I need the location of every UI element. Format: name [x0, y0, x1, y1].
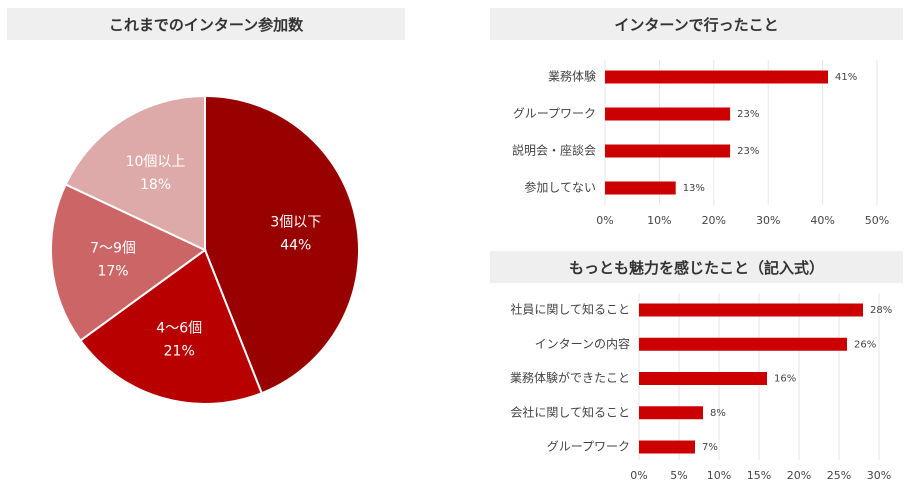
activities-chart-title: インターンで行ったこと [490, 8, 903, 40]
pie-slice [64, 94, 206, 252]
x-tick-label: 10% [647, 214, 671, 227]
bar [605, 107, 731, 121]
x-tick-label: 0% [596, 214, 613, 227]
pie-slice-label: 3個以下 [270, 215, 321, 231]
category-label: 説明会・座談会 [512, 143, 596, 158]
appeal-chart-title: もっとも魅力を感じたこと（記入式） [490, 251, 903, 283]
pie-slice-value-label: 17% [97, 264, 128, 280]
activities-bar-chart: 0% 10% 20% 30% 40% 50% 業務体験 41% グループワーク 23% 説明会・座談… [512, 60, 889, 227]
bar [639, 406, 703, 420]
category-label: 社員に関して知ること [510, 302, 630, 317]
x-tick-label: 20% [787, 469, 811, 482]
pie-slice-value-label: 44% [280, 238, 311, 254]
bar-value-label: 26% [854, 339, 876, 350]
pie-slice [79, 248, 263, 405]
bar [639, 303, 863, 317]
pie-slice-label: 10個以上 [126, 154, 186, 170]
bar-value-label: 23% [737, 146, 759, 157]
pie-chart: 3個以下 44% 4〜6個 21% 7〜9個 17% 10個以上 18% [50, 94, 361, 405]
x-tick-label: 15% [747, 469, 771, 482]
x-tick-label: 10% [707, 469, 731, 482]
x-tick-label: 30% [867, 469, 891, 482]
bar-value-label: 16% [774, 374, 796, 385]
pie-slice-label: 4〜6個 [156, 321, 202, 337]
pie-chart-title: これまでのインターン参加数 [7, 8, 405, 40]
x-tick-label: 20% [702, 214, 726, 227]
bar [639, 337, 847, 351]
category-label: 業務体験ができたこと [510, 370, 630, 385]
bar-value-label: 28% [870, 305, 892, 316]
bar [605, 144, 731, 158]
x-tick-label: 25% [827, 469, 851, 482]
x-tick-label: 50% [865, 214, 889, 227]
bar-value-label: 7% [702, 442, 718, 453]
bar-value-label: 13% [683, 183, 705, 194]
bar [605, 70, 828, 84]
pie-slice [204, 94, 361, 395]
bar-value-label: 23% [737, 109, 759, 120]
x-tick-label: 40% [810, 214, 834, 227]
bar [639, 440, 695, 454]
pie-slice-value-label: 21% [164, 344, 195, 360]
x-tick-label: 0% [630, 469, 647, 482]
category-label: 参加してない [524, 180, 596, 195]
appeal-bar-chart: 0% 5% 10% 15% 20% 25% 30% 社員に関して知ること 28% インターンの内容… [510, 293, 892, 482]
category-label: 業務体験 [548, 69, 596, 84]
pie-slice-value-label: 18% [140, 177, 171, 193]
x-tick-label: 5% [670, 469, 687, 482]
category-label: グループワーク [513, 107, 596, 121]
bar-value-label: 41% [835, 72, 857, 83]
category-label: インターンの内容 [535, 336, 630, 351]
category-label: 会社に関して知ること [510, 404, 630, 419]
pie-slice [50, 183, 207, 342]
bar [605, 181, 676, 195]
x-tick-label: 30% [756, 214, 780, 227]
bar [639, 372, 767, 385]
bar-value-label: 8% [710, 408, 726, 419]
pie-slice-label: 7〜9個 [90, 241, 136, 257]
category-label: グループワーク [547, 440, 630, 454]
